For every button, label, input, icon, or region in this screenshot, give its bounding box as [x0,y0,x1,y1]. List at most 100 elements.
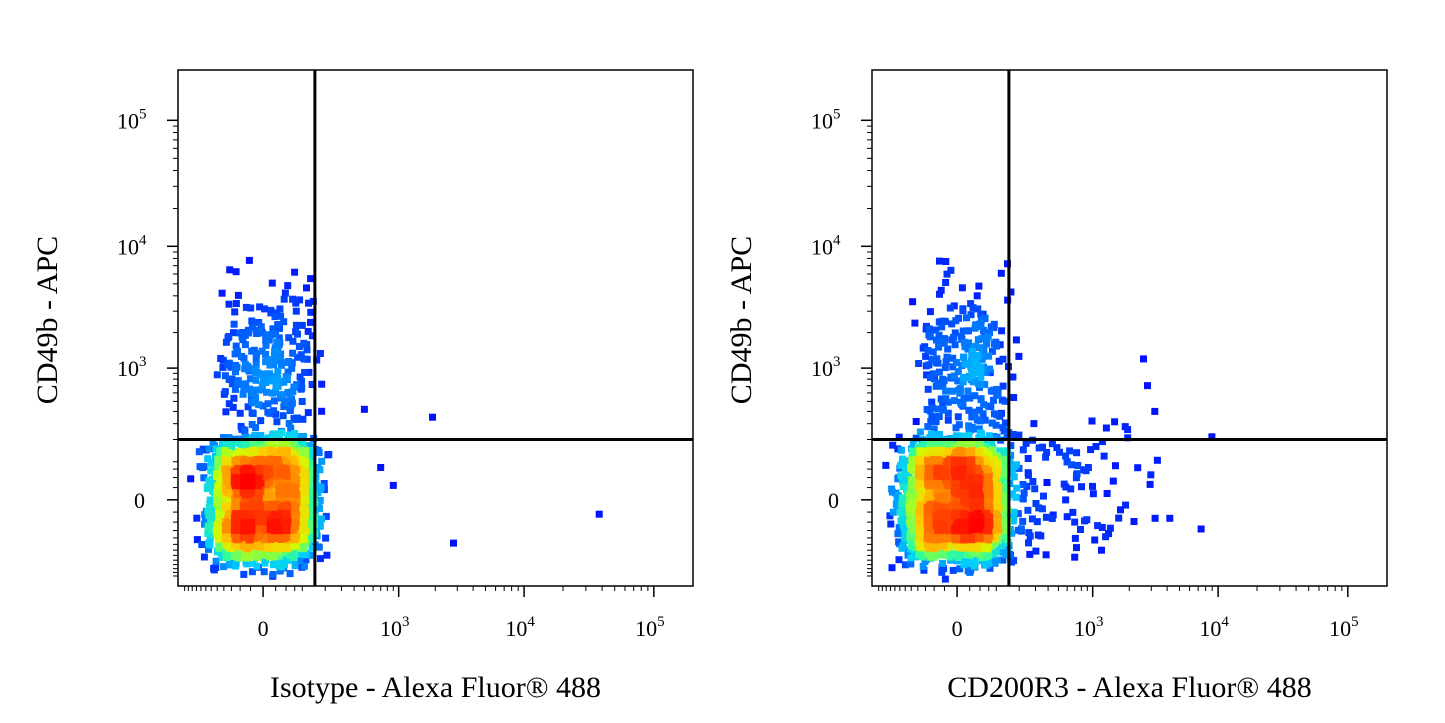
event-dot [998,532,1006,540]
event-dot [280,466,288,474]
event-dot [389,481,397,489]
event-dot [227,489,235,497]
event-dot [948,387,956,395]
event-dot [915,360,923,367]
event-dot [934,405,942,413]
event-dot [281,289,289,297]
event-dot [316,496,324,504]
event-dot [930,425,938,433]
event-dot [231,308,239,316]
event-dot [236,409,244,417]
event-dot [248,559,256,567]
event-dot [907,554,915,562]
event-dot [213,371,221,379]
event-dot [254,474,262,482]
event-dot [960,542,968,550]
event-dot [939,559,947,567]
event-dot [942,279,950,286]
event-dot [928,398,936,406]
event-dot [921,557,929,565]
event-dot [969,368,977,376]
event-dot [234,377,242,385]
event-dot [294,330,301,338]
event-dot [316,350,324,357]
event-dot [973,292,981,300]
event-dot [954,413,962,421]
event-dot [916,447,924,455]
event-dot [907,516,915,524]
event-dot [232,300,240,307]
event-dot [905,503,913,511]
event-dot [946,550,954,558]
event-dot [274,340,282,348]
event-dot [969,556,977,564]
event-dot [1029,478,1037,485]
event-dot [280,295,288,303]
event-dot [1031,485,1039,493]
event-dot [894,530,902,538]
event-dot [301,508,309,516]
event-dot [377,464,385,471]
event-dot [1002,459,1010,467]
event-dot [307,453,315,461]
event-dot [249,399,256,406]
event-dot [967,311,975,319]
event-dot [985,432,993,440]
event-dot [279,412,287,420]
event-dot [316,522,324,530]
event-dot [277,361,285,369]
event-dot [272,410,280,418]
event-dot [225,400,233,408]
event-dot [1098,438,1106,446]
event-dot [1089,482,1096,490]
event-dot [265,434,273,442]
event-dot [269,325,277,333]
event-dot [252,424,260,431]
event-dot [262,523,270,531]
event-dot [284,460,291,468]
event-dot [985,352,993,360]
event-dot [980,481,988,489]
event-dot [998,327,1006,335]
event-dot [241,385,249,393]
event-dot [920,485,928,493]
event-dot [971,411,979,419]
event-dot [279,559,287,567]
event-dot [941,575,949,583]
event-dot [241,466,249,474]
event-dot [919,457,927,465]
event-dot [1100,452,1108,460]
event-dot [935,413,943,420]
event-dot [1042,513,1050,521]
event-dot [232,342,240,350]
event-dot [284,545,292,553]
event-dot [276,324,283,332]
event-dot [934,494,942,502]
event-dot [940,339,948,347]
event-dot [318,515,325,523]
event-dot [944,345,952,353]
event-dot [277,356,284,363]
event-dot [301,369,309,376]
event-dot [907,465,915,473]
event-dot [258,347,266,355]
event-dot [231,385,239,393]
event-dot [259,402,267,410]
event-dot [255,319,263,326]
event-dot [927,418,935,425]
event-dot [299,471,307,479]
event-dot [213,494,221,502]
event-dot [991,501,999,509]
event-dot [235,536,243,544]
event-dot [300,355,308,363]
event-dot [937,395,945,403]
event-dot [949,363,957,371]
event-dot [899,500,907,508]
event-dot [245,466,253,474]
event-dot [266,361,274,369]
event-dot [1144,382,1151,390]
event-dot [938,568,946,576]
event-dot [929,370,937,378]
event-dot [938,323,946,331]
event-dot [307,308,315,316]
